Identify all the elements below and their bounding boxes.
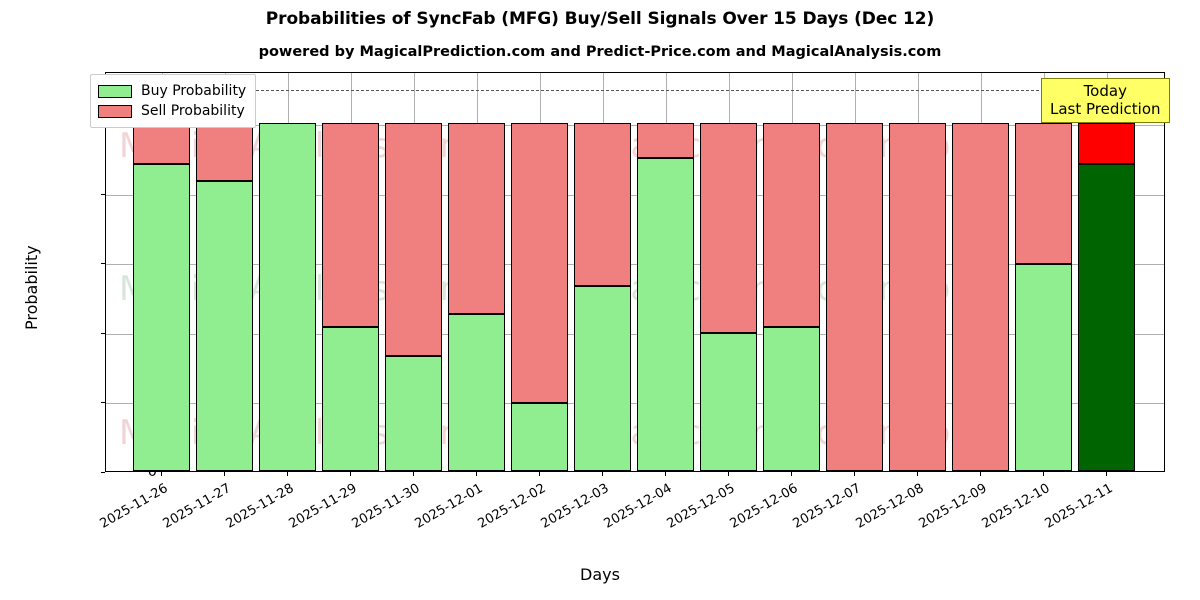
bar-segment-buy[interactable] xyxy=(511,402,568,471)
gridline-horizontal xyxy=(106,403,1164,405)
bar-segment-buy[interactable] xyxy=(574,286,631,471)
y-tick-label: 0 xyxy=(147,464,157,480)
gridline-horizontal xyxy=(106,333,1164,335)
bar-segment-buy[interactable] xyxy=(1015,263,1072,471)
y-tick-mark xyxy=(101,472,105,473)
x-axis-label: Days xyxy=(580,565,620,584)
legend-label-sell: Sell Probability xyxy=(141,103,245,119)
x-tick-mark xyxy=(727,472,729,476)
x-tick-mark xyxy=(853,472,855,476)
y-tick-mark xyxy=(101,263,105,265)
bar-segment-sell[interactable] xyxy=(826,123,883,471)
bar-segment-sell[interactable] xyxy=(133,123,190,165)
x-tick-mark xyxy=(349,472,351,476)
today-annotation-line2: Last Prediction xyxy=(1050,100,1161,118)
bar-segment-buy[interactable] xyxy=(1078,164,1135,471)
x-tick-mark xyxy=(790,472,792,476)
bar-group[interactable] xyxy=(1015,73,1072,471)
bar-segment-sell[interactable] xyxy=(952,123,1009,471)
x-tick-mark xyxy=(538,472,540,476)
bar-group[interactable] xyxy=(1078,73,1135,471)
legend-label-buy: Buy Probability xyxy=(141,83,247,99)
x-tick-mark xyxy=(475,472,477,476)
bar-segment-sell[interactable] xyxy=(763,123,820,328)
bar-segment-buy[interactable] xyxy=(322,326,379,471)
bar-group[interactable] xyxy=(196,73,253,471)
bar-segment-sell[interactable] xyxy=(637,123,694,159)
x-tick-mark xyxy=(1042,472,1044,476)
y-tick-mark xyxy=(101,193,105,195)
x-tick-mark xyxy=(412,472,414,476)
bar-group[interactable] xyxy=(448,73,505,471)
bar-segment-buy[interactable] xyxy=(448,314,505,471)
bar-group[interactable] xyxy=(385,73,442,471)
bar-segment-buy[interactable] xyxy=(196,180,253,471)
today-annotation-line1: Today xyxy=(1083,82,1127,100)
bar-segment-buy[interactable] xyxy=(133,164,190,471)
bar-group[interactable] xyxy=(889,73,946,471)
bar-segment-buy[interactable] xyxy=(385,355,442,471)
x-tick-mark xyxy=(223,472,225,476)
bar-segment-sell[interactable] xyxy=(448,123,505,315)
chart-title: Probabilities of SyncFab (MFG) Buy/Sell … xyxy=(265,9,935,29)
bar-segment-sell[interactable] xyxy=(1078,123,1135,165)
plot-area: MagicalAnalysis.comMagicalPrediction.com… xyxy=(105,72,1165,472)
bar-segment-sell[interactable] xyxy=(1015,123,1072,264)
y-tick-mark xyxy=(101,332,105,334)
bar-segment-buy[interactable] xyxy=(259,123,316,471)
bar-group[interactable] xyxy=(322,73,379,471)
bar-segment-sell[interactable] xyxy=(196,123,253,181)
legend-item-sell: Sell Probability xyxy=(98,101,246,121)
bar-segment-sell[interactable] xyxy=(385,123,442,356)
x-tick-mark xyxy=(664,472,666,476)
y-tick-mark xyxy=(101,402,105,404)
bar-group[interactable] xyxy=(763,73,820,471)
x-tick-mark xyxy=(979,472,981,476)
bar-group[interactable] xyxy=(511,73,568,471)
bar-group[interactable] xyxy=(826,73,883,471)
bar-segment-buy[interactable] xyxy=(637,158,694,471)
gridline-horizontal xyxy=(106,194,1164,196)
bar-segment-sell[interactable] xyxy=(889,123,946,471)
gridline-horizontal xyxy=(106,264,1164,266)
chart-subtitle: powered by MagicalPrediction.com and Pre… xyxy=(258,44,942,60)
bar-segment-buy[interactable] xyxy=(700,332,757,471)
legend-item-buy: Buy Probability xyxy=(98,81,246,101)
legend-swatch-buy-icon xyxy=(98,84,132,98)
threshold-line xyxy=(106,90,1164,92)
y-axis-label: Probability xyxy=(22,245,41,330)
bar-group[interactable] xyxy=(574,73,631,471)
bar-segment-sell[interactable] xyxy=(700,123,757,333)
x-tick-mark xyxy=(160,472,162,476)
chart-legend: Buy Probability Sell Probability xyxy=(90,74,257,128)
bar-segment-buy[interactable] xyxy=(763,327,820,471)
legend-swatch-sell-icon xyxy=(98,104,132,118)
bar-group[interactable] xyxy=(259,73,316,471)
bar-segment-sell[interactable] xyxy=(574,123,631,287)
gridline-horizontal xyxy=(106,125,1164,127)
x-tick-mark xyxy=(601,472,603,476)
today-annotation: Today Last Prediction xyxy=(1041,78,1170,123)
bar-group[interactable] xyxy=(952,73,1009,471)
x-tick-mark xyxy=(286,472,288,476)
x-tick-mark xyxy=(1105,472,1107,476)
bar-group[interactable] xyxy=(133,73,190,471)
bar-group[interactable] xyxy=(700,73,757,471)
bar-segment-sell[interactable] xyxy=(322,123,379,327)
x-tick-mark xyxy=(916,472,918,476)
bar-segment-sell[interactable] xyxy=(511,123,568,403)
bar-group[interactable] xyxy=(637,73,694,471)
